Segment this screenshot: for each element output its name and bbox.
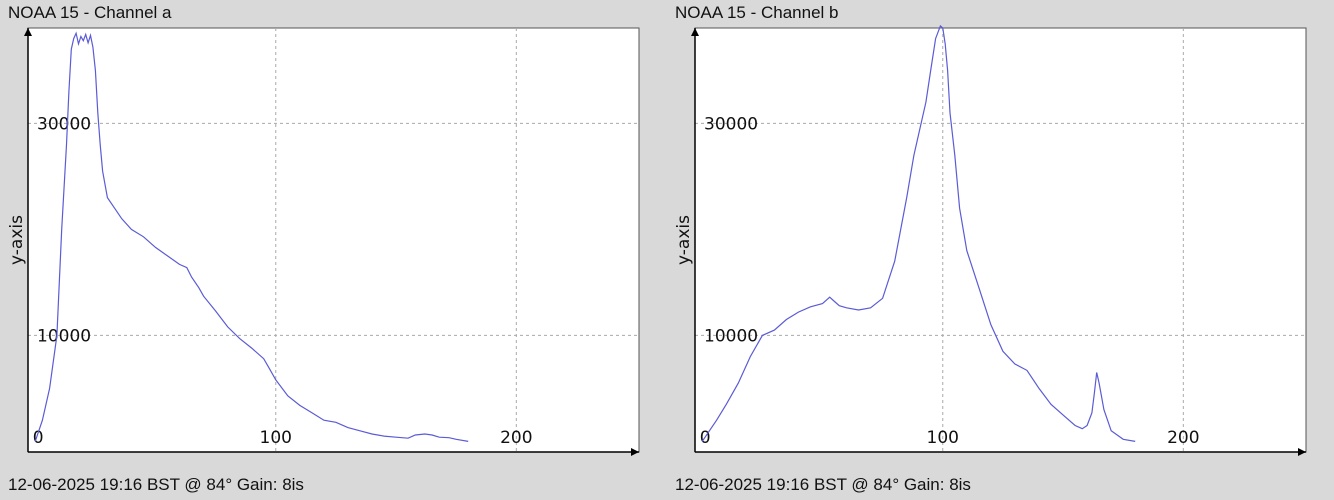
series-line — [34, 31, 469, 442]
y-axis-arrow — [691, 28, 699, 36]
x-axis-arrow — [1298, 448, 1306, 456]
x-tick-label: 100 — [927, 428, 959, 448]
x-tick-label: 200 — [500, 428, 532, 448]
y-axis-label: y-axis — [674, 215, 694, 265]
y-axis-arrow — [24, 28, 32, 36]
x-axis-arrow — [631, 448, 639, 456]
chart-footer: 12-06-2025 19:16 BST @ 84° Gain: 8is — [675, 475, 971, 494]
x-tick-label: 200 — [1167, 428, 1199, 448]
x-tick-label: 100 — [260, 428, 292, 448]
y-tick-label: 10000 — [37, 326, 91, 346]
series-line — [701, 24, 1136, 442]
y-axis-label: y-axis — [7, 215, 27, 265]
chart-panel-a: NOAA 15 - Channel a 0 100 200 10000 30000 y-a… — [7, 3, 640, 494]
y-tick-label: 10000 — [704, 326, 758, 346]
plot-area — [694, 27, 1307, 453]
chart-footer: 12-06-2025 19:16 BST @ 84° Gain: 8is — [8, 475, 304, 494]
y-tick-label: 30000 — [704, 114, 758, 134]
chart-panel-b: NOAA 15 - Channel b 0 100 200 10000 30000 y-a… — [667, 0, 1334, 500]
y-tick-label: 30000 — [37, 114, 91, 134]
chart-title: NOAA 15 - Channel b — [675, 3, 839, 22]
chart-title: NOAA 15 - Channel a — [8, 3, 172, 22]
chart-plot: 0 100 200 10000 30000 y-axis — [7, 27, 640, 456]
plot-area — [27, 27, 640, 453]
x-tick-label: 0 — [33, 428, 44, 448]
